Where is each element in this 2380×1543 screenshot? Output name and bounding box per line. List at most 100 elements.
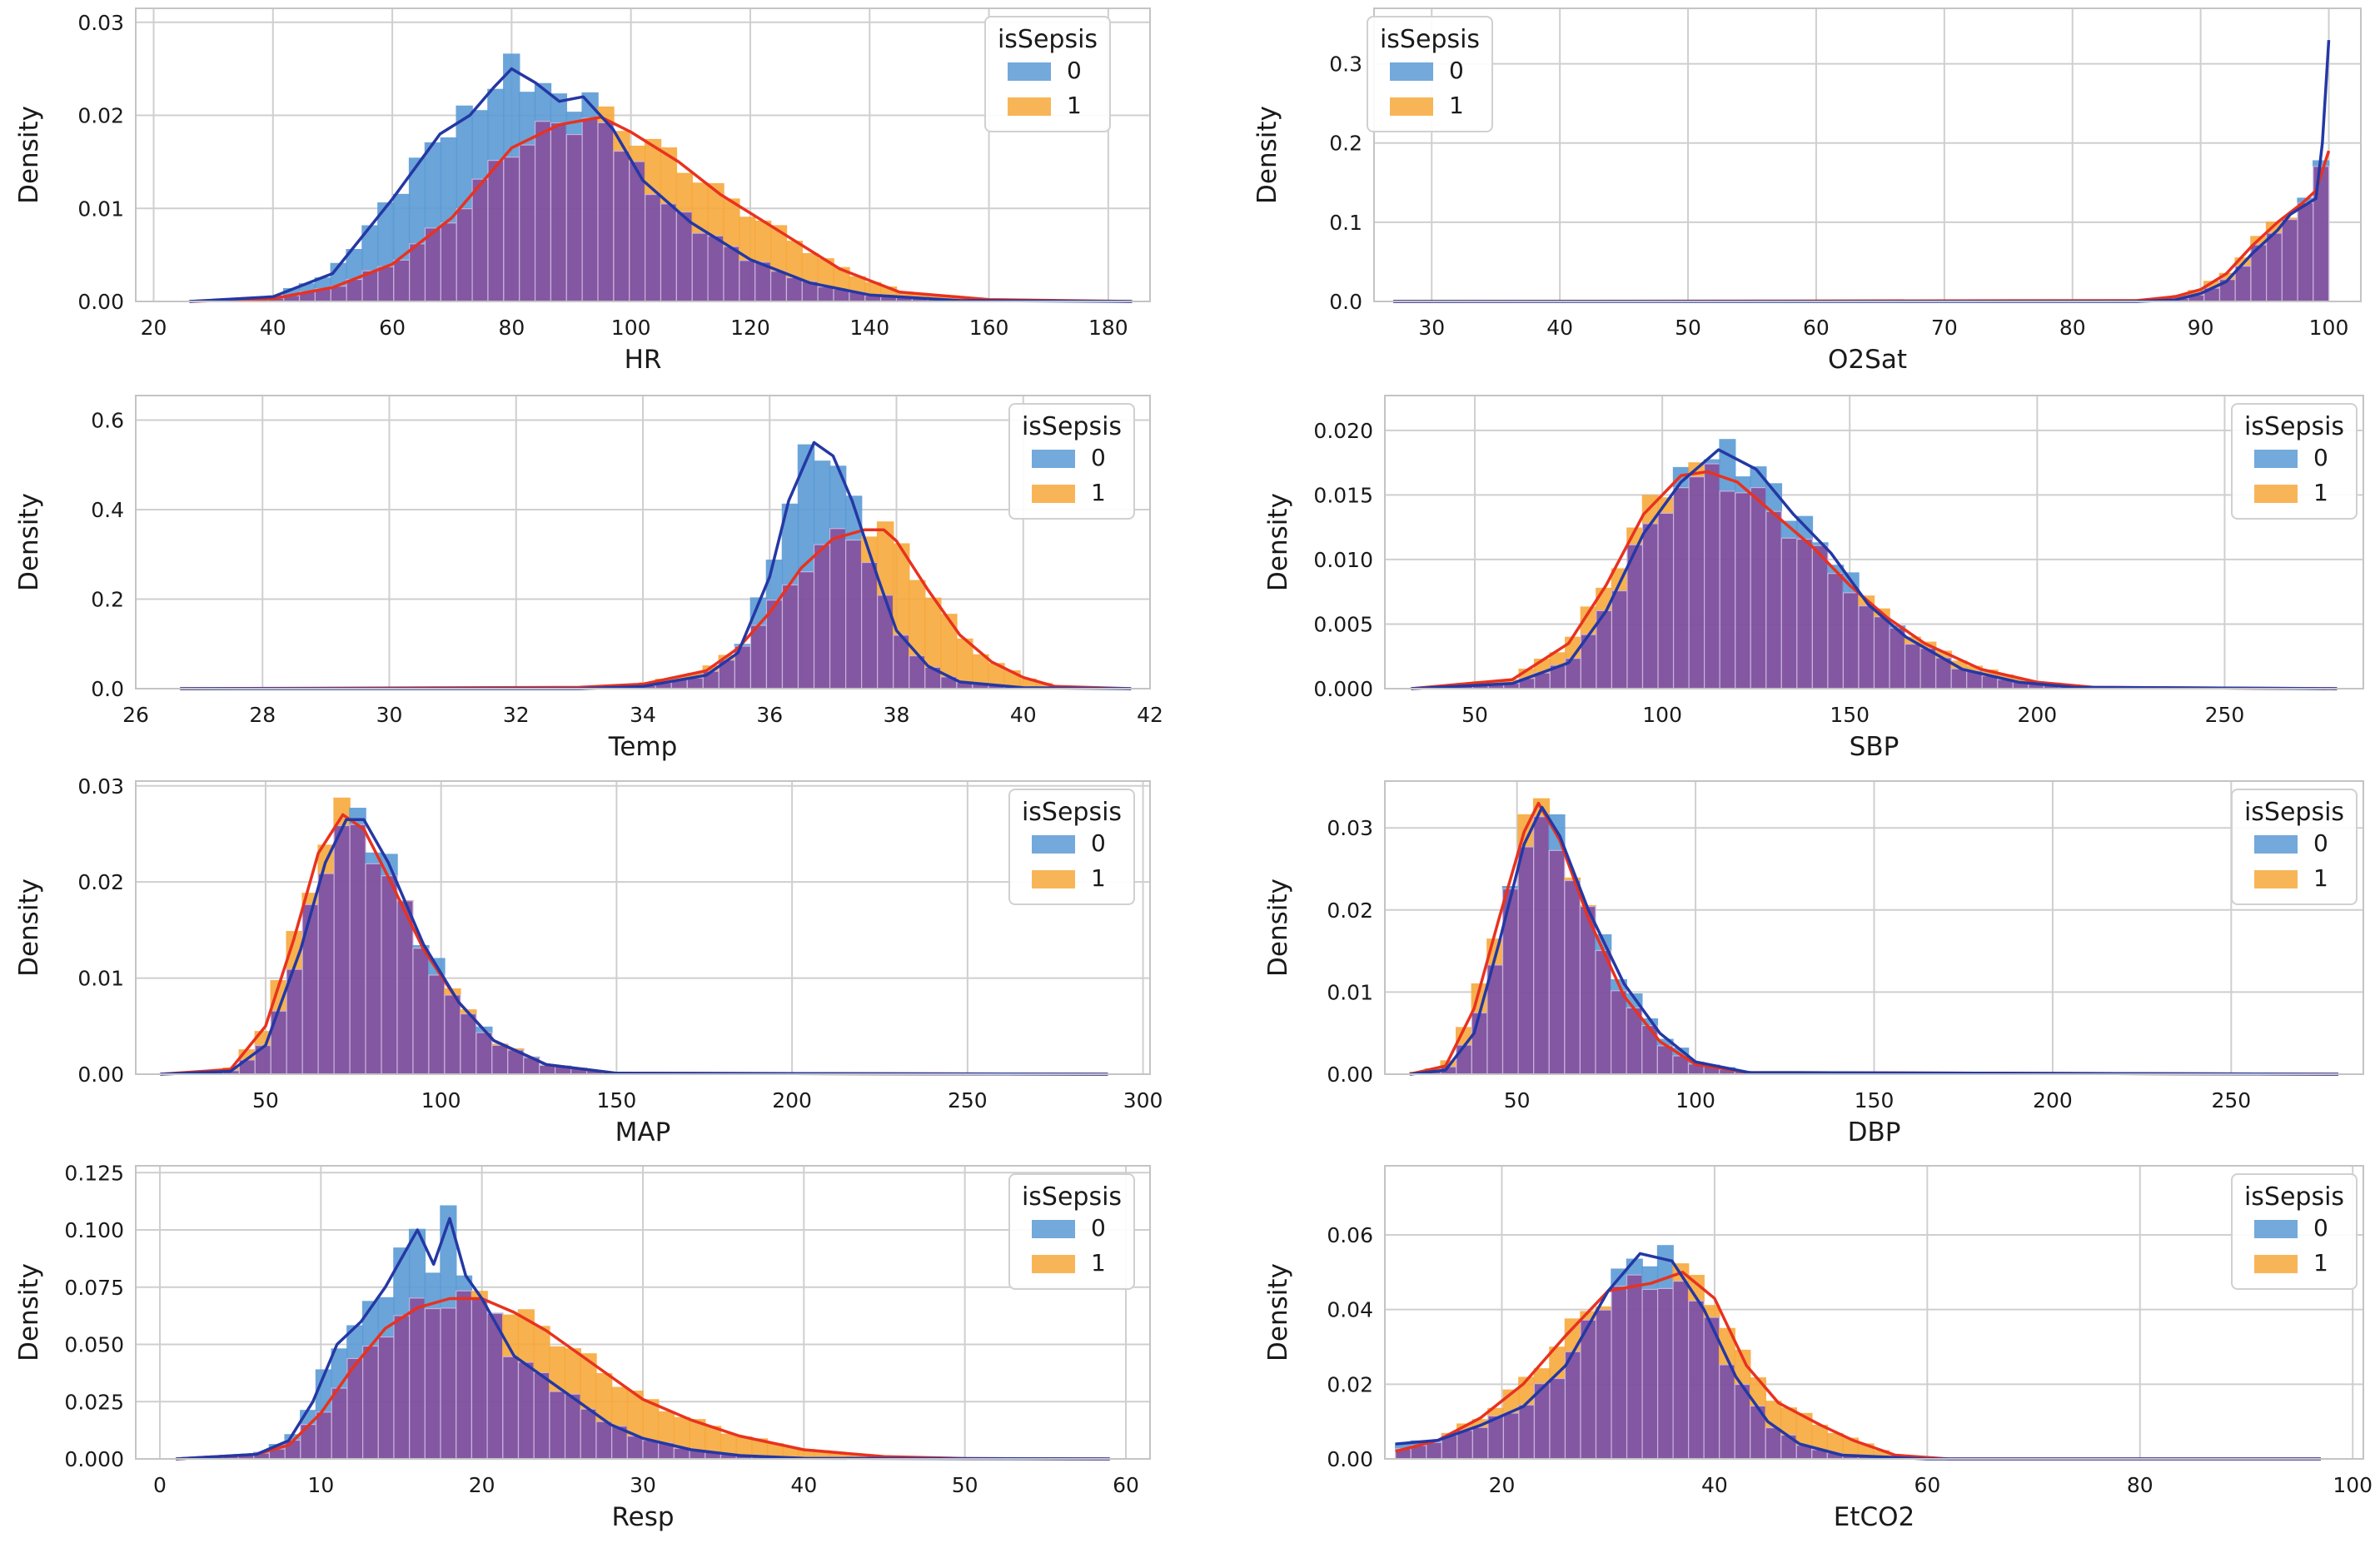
x-tick-label: 30 (630, 1473, 656, 1497)
overlap-bar (1719, 1364, 1735, 1460)
x-axis-label: HR (625, 345, 662, 375)
x-tick-label: 90 (2188, 316, 2214, 340)
y-tick-label: 0.01 (77, 197, 124, 221)
y-tick-label: 0.3 (1329, 52, 1362, 77)
y-axis-label: Density (14, 106, 44, 204)
histogram-bar (719, 1433, 737, 1456)
histogram-bar (972, 654, 989, 684)
legend-entry-label: 0 (1449, 57, 1464, 84)
x-tick-label: 150 (1855, 1088, 1895, 1112)
overlap-bar (1502, 1412, 1520, 1460)
x-tick-label: 120 (730, 316, 770, 340)
y-tick-label: 0.03 (1327, 816, 1373, 840)
histogram-bar (735, 1436, 753, 1456)
histogram-bar (610, 1386, 629, 1427)
overlap-bar (1827, 573, 1845, 689)
legend-entry-label: 1 (1091, 1249, 1106, 1277)
histogram-bar (940, 614, 958, 678)
overlap-bar (362, 1345, 379, 1460)
overlap-bar (1780, 537, 1798, 689)
overlap-bar (549, 1391, 566, 1460)
overlap-bar (813, 544, 831, 689)
overlap-bar (1657, 512, 1675, 689)
y-tick-label: 0.00 (77, 1063, 124, 1087)
x-tick-label: 20 (1489, 1473, 1516, 1497)
plot-frame (1384, 395, 2364, 689)
y-tick-label: 0.005 (1313, 612, 1373, 636)
x-tick-label: 42 (1137, 703, 1163, 727)
overlap-bar (1517, 846, 1535, 1075)
x-tick-label: 26 (122, 703, 149, 727)
overlap-bar (1641, 1288, 1659, 1460)
overlap-bar (533, 1371, 550, 1460)
overlap-bar (444, 994, 461, 1075)
overlap-bar (797, 571, 815, 689)
subplot-sbp: 50 100 150 200 250 0.000 0.005 0.010 0.015 0.020 S… (1263, 395, 2364, 762)
subplot-dbp: 50 100 150 200 250 0.00 0.01 0.02 0.03 DBP Density… (1263, 780, 2364, 1147)
legend-title: isSepsis (1380, 25, 1480, 54)
overlap-bar (829, 528, 847, 689)
overlap-bar (424, 227, 441, 302)
overlap-bar (503, 157, 520, 302)
overlap-bar (642, 1440, 660, 1460)
histogram-bar (471, 110, 489, 180)
x-axis-label: MAP (615, 1117, 671, 1147)
legend-swatch (2254, 870, 2298, 888)
subplot-hr: 20 40 60 80 100 120 140 160 180 0.00 0.01 0.02 0.03 H… (14, 7, 1151, 375)
kde-line-sepsis-0 (1411, 448, 2338, 690)
overlap-bar (519, 144, 536, 302)
overlap-bar (471, 1297, 488, 1460)
x-tick-label: 0 (153, 1473, 167, 1497)
overlap-bar (1889, 627, 1906, 689)
x-tick-label: 40 (790, 1473, 817, 1497)
y-axis-label: Density (14, 1263, 44, 1361)
overlap-bar (1518, 1404, 1536, 1460)
overlap-bar (580, 1408, 597, 1460)
overlap-bar (861, 561, 879, 689)
x-tick-label: 50 (1675, 316, 1701, 340)
y-tick-label: 0.025 (64, 1390, 124, 1414)
y-axis-label: Density (1263, 493, 1293, 591)
x-tick-label: 50 (1504, 1088, 1531, 1112)
overlap-bar (595, 1421, 613, 1460)
kde-line-sepsis-0 (1395, 1252, 2321, 1461)
overlap-bar (565, 133, 583, 302)
overlap-bar (456, 208, 473, 302)
overlap-bar (456, 1290, 473, 1460)
histogram-bar (675, 172, 693, 213)
overlap-bar (1549, 1377, 1566, 1460)
y-tick-label: 0.02 (77, 104, 124, 128)
x-tick-label: 100 (1675, 1088, 1715, 1112)
overlap-bar (1456, 1430, 1473, 1460)
overlap-bar (440, 222, 457, 302)
overlap-bar (1842, 592, 1860, 689)
x-tick-label: 100 (2333, 1473, 2373, 1497)
overlap-bar (785, 276, 803, 302)
legend-swatch (1032, 485, 1075, 503)
x-tick-label: 100 (1642, 703, 1682, 727)
x-tick-label: 38 (884, 703, 910, 727)
overlap-bar (1765, 1427, 1782, 1460)
y-tick-label: 0.03 (77, 774, 124, 799)
y-tick-label: 0.015 (1313, 483, 1373, 507)
kde-line-sepsis-1 (189, 115, 1133, 303)
x-tick-label: 50 (252, 1088, 279, 1112)
overlap-bar (2313, 166, 2330, 302)
overlap-bar (723, 246, 740, 302)
x-tick-label: 70 (1931, 316, 1958, 340)
legend-swatch (1032, 870, 1075, 888)
overlap-bar (1904, 643, 1921, 689)
histogram-bar (1656, 1245, 1674, 1290)
overlap-bar (1626, 544, 1644, 689)
x-axis-label: O2Sat (1828, 345, 1907, 375)
y-tick-label: 0.1 (1329, 211, 1362, 235)
legend-title: isSepsis (1022, 412, 1122, 441)
y-tick-label: 0.00 (77, 290, 124, 314)
overlap-bar (428, 974, 446, 1075)
overlap-bar (1580, 1319, 1597, 1460)
overlap-bar (409, 243, 426, 302)
plot-frame (135, 395, 1151, 689)
histogram-bar (377, 1297, 395, 1338)
histogram-bar (424, 142, 442, 229)
